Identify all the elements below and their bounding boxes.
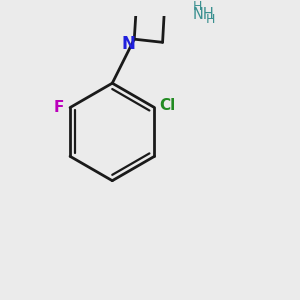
Text: N: N	[122, 35, 136, 53]
Text: Cl: Cl	[159, 98, 175, 113]
Text: H: H	[193, 0, 202, 13]
Text: H: H	[206, 13, 215, 26]
Text: F: F	[54, 100, 64, 115]
Text: NH: NH	[193, 7, 214, 22]
